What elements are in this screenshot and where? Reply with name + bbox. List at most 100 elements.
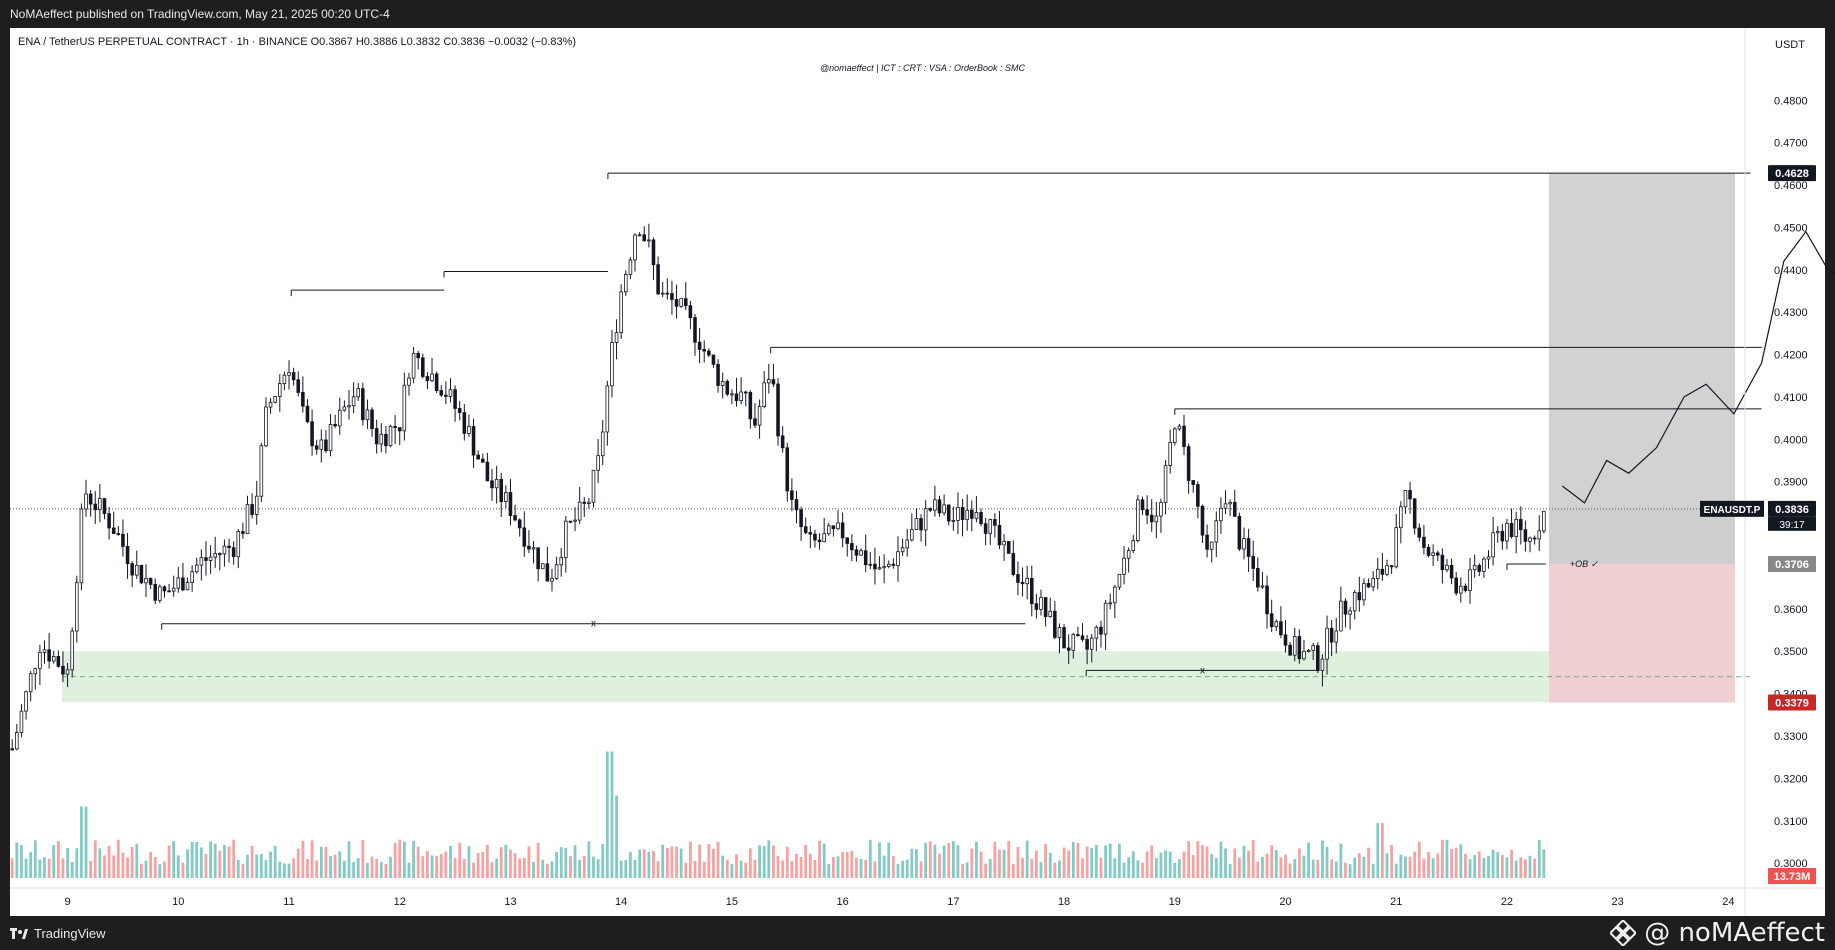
candle-body: [24, 691, 28, 712]
volume-bar: [1404, 856, 1407, 878]
tradingview-logo[interactable]: TradingView: [10, 926, 106, 941]
volume-bar: [347, 841, 351, 878]
candle-body: [314, 445, 319, 450]
candle-body: [720, 381, 725, 386]
candle-body: [121, 533, 125, 547]
volume-bar: [767, 840, 771, 878]
price-labels: 0.4628 0.3836 0.3706 0.3379 ENAUSDT.P 39:17 13…: [1700, 165, 1816, 884]
volume-bar: [1325, 847, 1329, 878]
candle-body: [1066, 647, 1071, 651]
candle-body: [822, 533, 826, 543]
volume-bar: [283, 863, 286, 878]
volume-bar: [827, 863, 831, 878]
volume-bar: [970, 848, 974, 878]
candle-body: [919, 518, 923, 531]
volume-bar: [1297, 848, 1301, 878]
candle-body: [1435, 552, 1440, 556]
candle-body: [1486, 556, 1491, 560]
candle-body: [370, 409, 374, 430]
time-tick: 13: [504, 896, 516, 908]
candle-body: [1099, 626, 1103, 635]
candle-body: [379, 433, 384, 445]
candle-body: [10, 748, 14, 751]
volume-bar: [416, 846, 420, 878]
volume-bar: [1491, 849, 1495, 878]
candle-body: [504, 492, 508, 502]
volume-bar: [1039, 862, 1043, 878]
volume-bar: [1381, 823, 1384, 878]
ob-label: +OB ✓: [1570, 559, 1599, 569]
volume-bar: [250, 845, 254, 878]
price-tick: 0.3600: [1774, 604, 1808, 616]
candle-body: [1417, 527, 1422, 538]
candle-body: [1422, 536, 1426, 548]
candle-body: [665, 292, 670, 295]
candle-body: [1399, 506, 1403, 529]
volume-bar: [642, 849, 646, 878]
volume-bar: [1076, 843, 1080, 878]
volume-bar: [223, 844, 226, 878]
volume-bar: [1247, 850, 1250, 878]
volume-bar: [795, 853, 798, 878]
volume-bar: [1261, 856, 1264, 878]
volume-bar: [1542, 849, 1546, 878]
price-axis: USDT0.30000.31000.32000.33000.34000.3500…: [1744, 28, 1808, 916]
volume-bar: [527, 846, 531, 878]
candle-body: [1219, 507, 1223, 522]
candle-body: [1076, 634, 1080, 637]
volume-bar: [716, 841, 720, 878]
candle-body: [1011, 552, 1016, 575]
candle-body: [144, 577, 148, 584]
volume-bar: [93, 840, 97, 878]
volume-bar: [361, 840, 365, 878]
candle-body: [236, 531, 241, 558]
volume-bar: [933, 844, 937, 878]
volume-bar: [1330, 859, 1334, 878]
candle-body: [1394, 527, 1399, 568]
volume-bar: [462, 858, 466, 878]
candle-body: [716, 363, 720, 386]
candle-body: [130, 563, 134, 576]
candle-body: [402, 384, 407, 432]
candle-body: [328, 424, 333, 452]
volume-bar: [947, 842, 951, 878]
candle-body: [1080, 635, 1085, 640]
candle-body: [697, 341, 702, 350]
volume-bar: [772, 845, 775, 878]
entry-zone: [1549, 508, 1735, 564]
candle-body: [527, 545, 531, 550]
candle-body: [559, 557, 563, 566]
volume-bar: [582, 855, 586, 878]
candle-body: [15, 732, 19, 750]
candle-body: [794, 499, 799, 511]
time-tick: 11: [283, 896, 294, 908]
volume-bar: [1159, 852, 1163, 878]
volume-bar: [942, 845, 946, 878]
volume-label-box: [1768, 868, 1816, 884]
volume-bar: [324, 846, 328, 878]
candle-body: [859, 550, 863, 556]
volume-bar: [458, 842, 462, 878]
candle-body: [886, 563, 891, 567]
candle-body: [1440, 554, 1445, 571]
volume-bar: [1002, 849, 1006, 878]
volume-bar: [1081, 858, 1084, 878]
volume-bar: [804, 844, 808, 878]
volume-bar: [951, 841, 955, 878]
candle-body: [674, 299, 679, 307]
volume-bar: [1334, 861, 1338, 878]
candle-body: [863, 550, 868, 566]
candle-body: [840, 522, 845, 539]
chart-frame[interactable]: [10, 28, 1825, 916]
candle-body: [670, 293, 674, 300]
candle-body: [1445, 564, 1449, 571]
candle-body: [1463, 585, 1468, 591]
volume-bar: [259, 853, 263, 878]
time-tick: 24: [1722, 896, 1734, 908]
volume-bar: [693, 860, 697, 878]
volume-bar: [490, 862, 494, 878]
candle-body: [245, 504, 250, 534]
volume-bar: [1062, 847, 1066, 878]
candle-body: [61, 665, 65, 675]
